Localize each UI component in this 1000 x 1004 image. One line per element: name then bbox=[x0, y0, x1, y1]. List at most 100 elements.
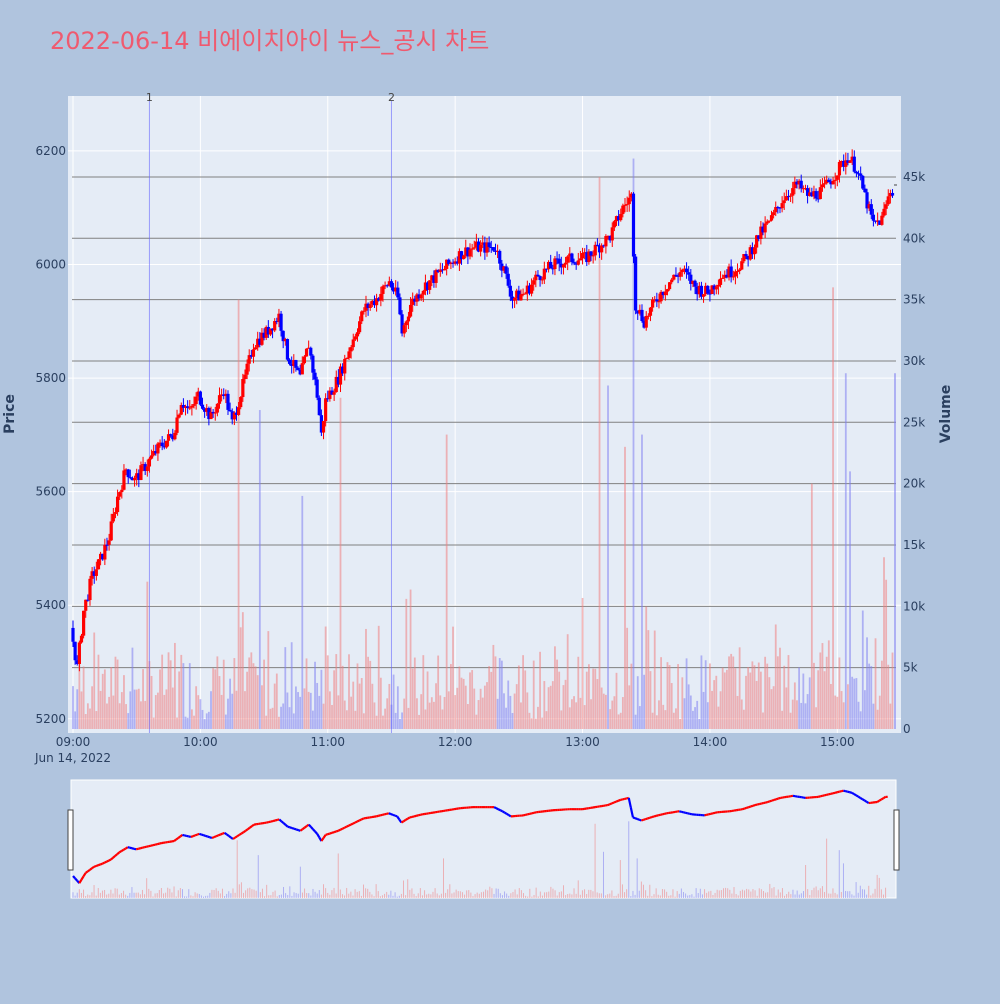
candle-body bbox=[634, 257, 637, 311]
preview-price-segment bbox=[656, 815, 658, 816]
volume-bar bbox=[656, 715, 658, 729]
candle-body bbox=[753, 248, 756, 255]
volume-bar bbox=[471, 670, 473, 729]
preview-price-segment bbox=[610, 803, 612, 804]
preview-price-segment bbox=[273, 821, 275, 822]
volume-tick-label: 45k bbox=[903, 170, 925, 184]
volume-bar bbox=[110, 667, 112, 729]
candle-body bbox=[891, 193, 894, 196]
preview-volume-bar bbox=[342, 894, 343, 898]
preview-volume-bar bbox=[847, 891, 848, 898]
candle-body bbox=[719, 279, 722, 285]
volume-bar bbox=[140, 701, 142, 729]
preview-price-segment bbox=[635, 818, 637, 819]
candle-body bbox=[594, 245, 597, 255]
volume-bar bbox=[208, 712, 210, 729]
preview-volume-bar bbox=[748, 889, 749, 898]
preview-volume-bar bbox=[649, 885, 650, 898]
preview-volume-bar bbox=[687, 896, 688, 898]
volume-bar bbox=[293, 713, 295, 729]
preview-price-segment bbox=[879, 799, 881, 800]
volume-bar bbox=[102, 674, 104, 729]
volume-bar bbox=[688, 684, 690, 729]
volume-bar bbox=[826, 657, 828, 729]
preview-volume-bar bbox=[188, 889, 189, 898]
preview-volume-bar bbox=[287, 895, 288, 898]
volume-bar bbox=[155, 695, 157, 729]
preview-price-segment bbox=[328, 834, 330, 835]
preview-volume-bar bbox=[706, 893, 707, 898]
volume-bar bbox=[817, 670, 819, 729]
candle-body bbox=[324, 398, 327, 421]
candle-body bbox=[473, 247, 476, 248]
preview-price-segment bbox=[159, 843, 161, 844]
candle-body bbox=[764, 223, 767, 232]
volume-bar bbox=[868, 664, 870, 729]
range-slider[interactable] bbox=[71, 780, 896, 898]
preview-volume-bar bbox=[319, 890, 320, 898]
candle-body bbox=[122, 470, 125, 489]
volume-bar bbox=[310, 693, 312, 729]
volume-bar bbox=[312, 711, 314, 729]
preview-price-segment bbox=[378, 815, 380, 816]
preview-volume-bar bbox=[677, 891, 678, 898]
preview-volume-bar bbox=[582, 890, 583, 898]
volume-bar bbox=[465, 686, 467, 729]
volume-bar bbox=[599, 177, 601, 729]
candle-body bbox=[838, 162, 841, 175]
volume-bar bbox=[728, 656, 730, 729]
preview-volume-bar bbox=[289, 886, 290, 898]
preview-volume-bar bbox=[483, 892, 484, 898]
volume-tick-label: 5k bbox=[903, 661, 918, 675]
preview-price-segment bbox=[204, 835, 206, 836]
preview-volume-bar bbox=[131, 887, 132, 898]
preview-volume-bar bbox=[460, 891, 461, 898]
preview-volume-bar bbox=[462, 892, 463, 898]
preview-volume-bar bbox=[744, 890, 745, 898]
preview-price-segment bbox=[279, 819, 281, 821]
volume-bar bbox=[323, 704, 325, 729]
volume-bar bbox=[533, 661, 535, 729]
preview-price-segment bbox=[416, 815, 418, 816]
preview-price-segment bbox=[818, 796, 820, 797]
preview-price-segment bbox=[376, 816, 378, 817]
preview-volume-bar bbox=[731, 894, 732, 898]
volume-bar bbox=[361, 678, 363, 729]
preview-volume-bar bbox=[605, 895, 606, 898]
volume-bar bbox=[783, 666, 785, 729]
candle-body bbox=[781, 203, 784, 208]
preview-price-segment bbox=[883, 797, 885, 798]
preview-volume-bar bbox=[795, 894, 796, 898]
range-slider-handle-left[interactable] bbox=[68, 810, 73, 870]
candle-body bbox=[288, 360, 291, 364]
volume-bar bbox=[724, 672, 726, 729]
preview-volume-bar bbox=[765, 893, 766, 898]
volume-bar bbox=[630, 664, 632, 729]
preview-volume-bar bbox=[590, 890, 591, 898]
preview-volume-bar bbox=[563, 885, 564, 898]
preview-volume-bar bbox=[426, 894, 427, 898]
preview-volume-bar bbox=[814, 888, 815, 898]
candle-body bbox=[498, 251, 501, 264]
preview-price-segment bbox=[126, 847, 128, 848]
candle-body bbox=[316, 380, 319, 398]
preview-volume-bar bbox=[550, 887, 551, 898]
preview-price-segment bbox=[136, 849, 138, 850]
preview-price-segment bbox=[507, 814, 509, 815]
preview-volume-bar bbox=[828, 894, 829, 898]
candle-body bbox=[343, 359, 346, 374]
candle-body bbox=[870, 204, 873, 215]
volume-bar bbox=[267, 631, 269, 729]
range-slider-handle-right[interactable] bbox=[894, 810, 899, 870]
preview-price-segment bbox=[206, 836, 208, 837]
preview-volume-bar bbox=[837, 894, 838, 898]
candle-body bbox=[621, 206, 624, 214]
volume-bar bbox=[637, 676, 639, 729]
candle-body bbox=[492, 247, 495, 251]
candle-body bbox=[127, 469, 130, 477]
volume-bar bbox=[543, 681, 545, 729]
preview-price-segment bbox=[770, 801, 772, 802]
volume-bar bbox=[95, 711, 97, 729]
volume-bar bbox=[91, 686, 93, 729]
preview-volume-bar bbox=[127, 896, 128, 898]
